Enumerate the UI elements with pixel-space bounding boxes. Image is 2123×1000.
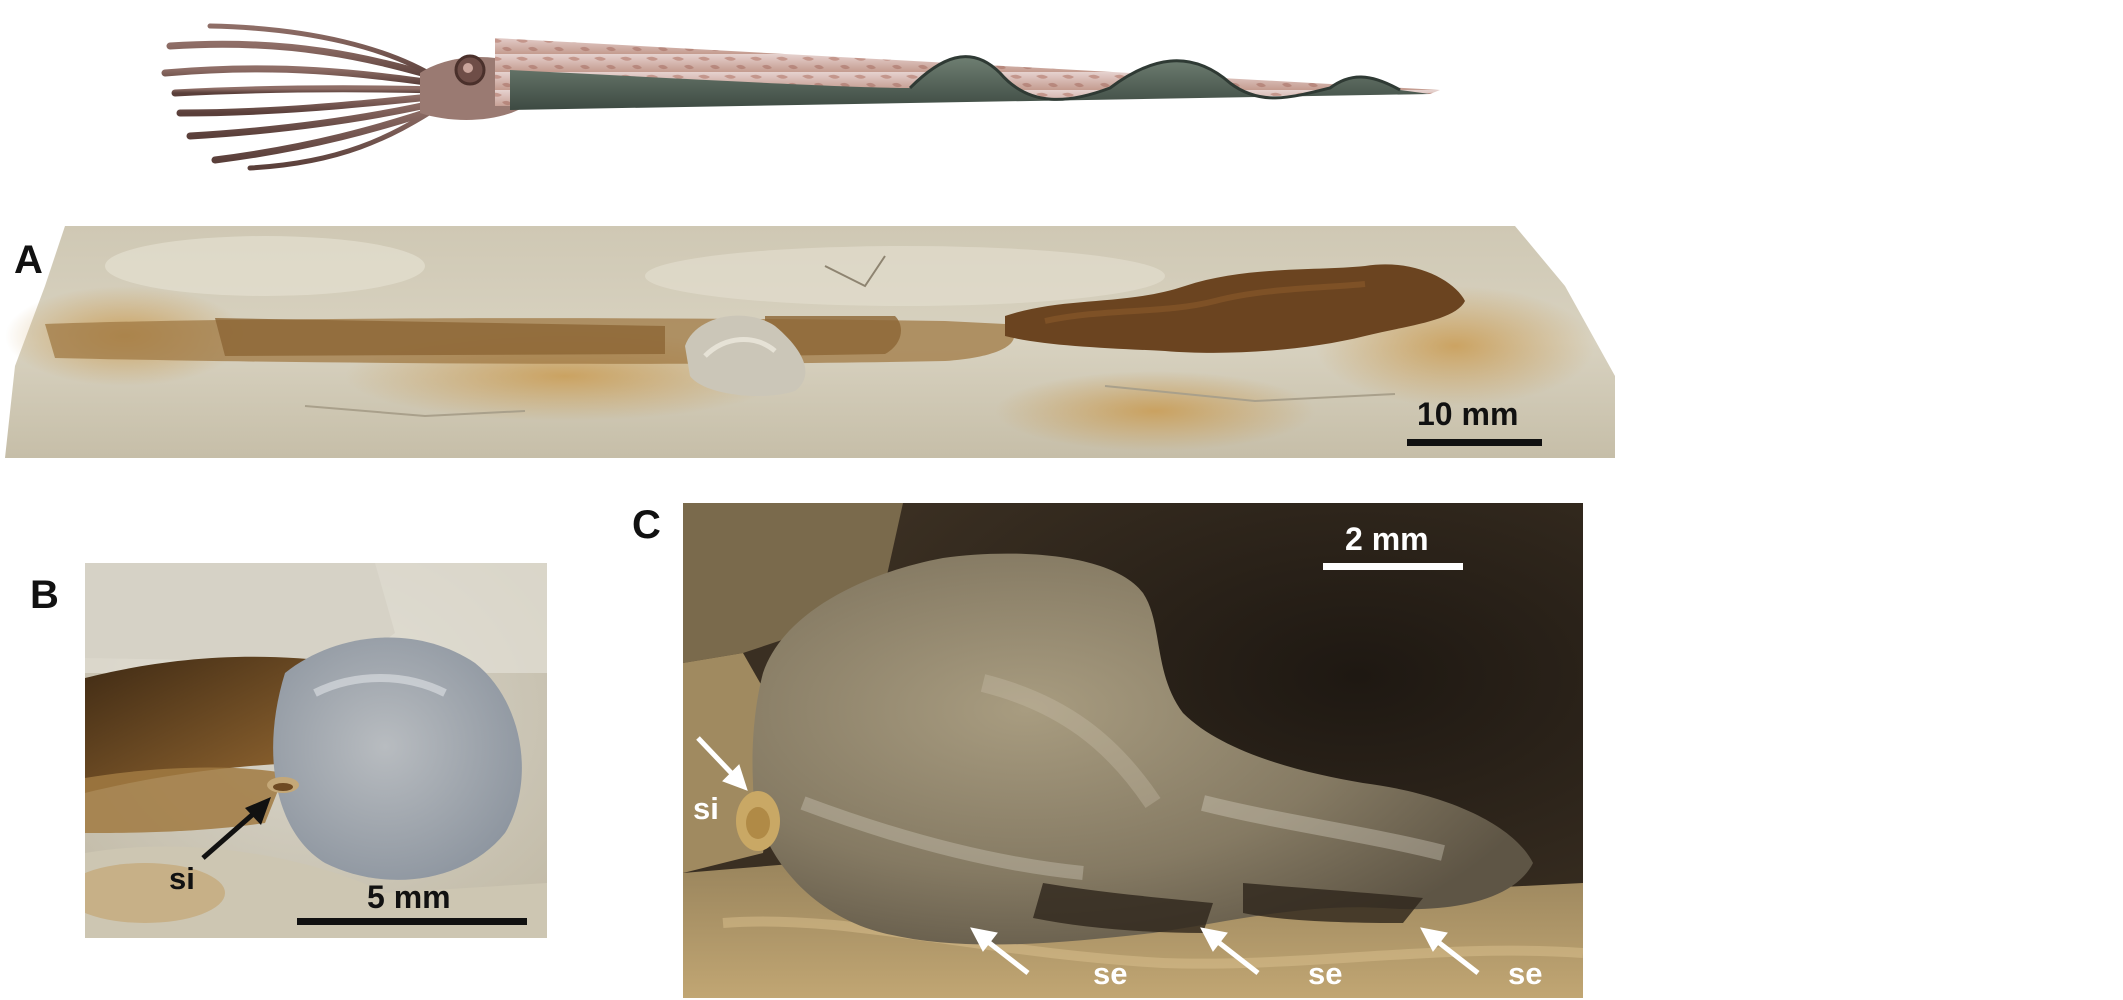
panel-b-letter: B: [30, 573, 59, 617]
panel-c-scale-bar: [1323, 563, 1463, 570]
panel-b-scale-bar: [297, 918, 527, 925]
panel-c-se-label-3: se: [1508, 956, 1543, 991]
panel-a-letter: A: [14, 238, 43, 282]
panel-a-scale-label: 10 mm: [1417, 396, 1519, 432]
panel-b-photo: si 5 mm: [85, 563, 547, 938]
panel-c-letter: C: [632, 503, 661, 547]
arms-illustration: [161, 23, 444, 171]
panel-c-se-label-1: se: [1093, 956, 1128, 991]
panel-a-scale-bar: [1407, 439, 1542, 446]
reconstruction-illustration: [150, 18, 1450, 178]
panel-a-photo: 10 mm: [5, 226, 1615, 458]
panel-c-scale-label: 2 mm: [1345, 521, 1429, 557]
panel-b-scale-label: 5 mm: [367, 879, 451, 915]
panel-c-si-label: si: [693, 791, 719, 826]
fin-illustration: [510, 56, 1430, 110]
panel-c-photo: 2 mm si se se se: [683, 503, 1583, 998]
panel-c-se-label-2: se: [1308, 956, 1343, 991]
panel-b-si-label: si: [169, 861, 195, 896]
